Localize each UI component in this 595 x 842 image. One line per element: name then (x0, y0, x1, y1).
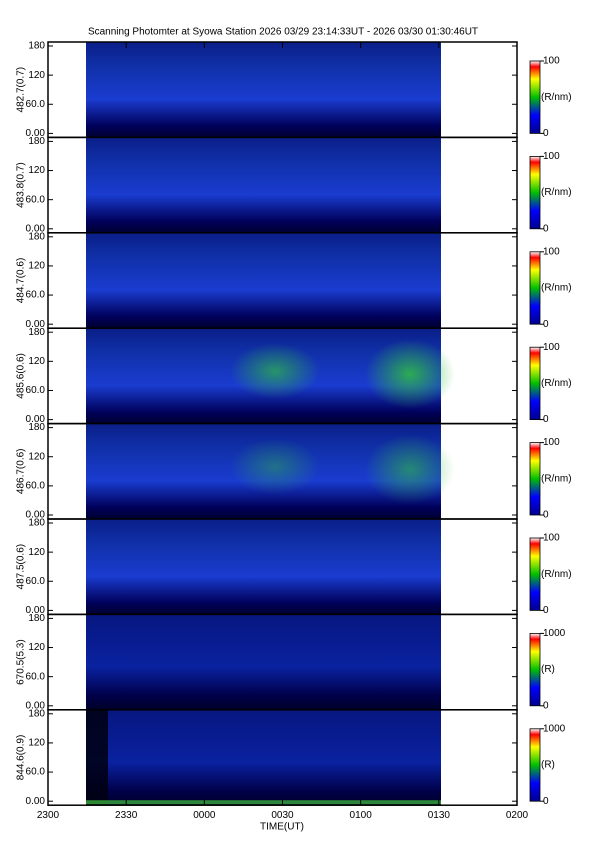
y-tick-label: 180 (28, 708, 45, 719)
y-tick-label: 180 (28, 422, 45, 433)
y-tick-label: 120 (28, 165, 45, 176)
heatmap-image (86, 709, 441, 806)
colorbar-tick-label: 0 (543, 414, 549, 425)
colorbar-label: (R/nm) (541, 569, 572, 580)
colorbar (529, 537, 541, 611)
heatmap-image (86, 519, 441, 615)
y-tick-label: 0.00 (26, 510, 46, 521)
colorbar (529, 633, 541, 707)
x-tick-label: 0000 (193, 810, 216, 821)
colorbar-label: (R/nm) (541, 187, 572, 198)
colorbar-tick-label: 1000 (543, 628, 566, 639)
y-axis-label: 482.7(0.7) (16, 67, 27, 113)
y-tick-label: 60.0 (26, 481, 46, 492)
y-tick-label: 0.00 (26, 128, 46, 139)
y-tick-label: 60.0 (26, 385, 46, 396)
colorbar-tick-label: 100 (543, 151, 560, 162)
heatmap-image (86, 232, 441, 329)
y-tick-label: 120 (28, 261, 45, 272)
y-tick-label: 60.0 (26, 99, 46, 110)
colorbar-tick-label: 100 (543, 246, 560, 257)
colorbar-tick-label: 0 (543, 796, 549, 807)
emission-patch (230, 343, 320, 400)
colorbar-tick-label: 0 (543, 605, 549, 616)
y-axis-label: 844.6(0.9) (16, 735, 27, 781)
colorbar-label: (R/nm) (541, 378, 572, 389)
heatmap-image (86, 137, 441, 233)
x-tick-label: 2330 (115, 810, 138, 821)
colorbar (529, 251, 541, 325)
x-tick-label: 2300 (37, 810, 60, 821)
colorbar-tick-label: 100 (543, 56, 560, 67)
y-axis-label: 483.8(0.7) (16, 162, 27, 208)
y-axis-label: 670.5(5.3) (16, 639, 27, 685)
y-tick-label: 180 (28, 41, 45, 52)
y-tick-label: 0.00 (26, 796, 46, 807)
y-tick-label: 120 (28, 547, 45, 558)
colorbar-tick-label: 0 (543, 510, 549, 521)
y-axis-label: 485.6(0.6) (16, 353, 27, 399)
heatmap-image (86, 42, 441, 138)
y-tick-label: 180 (28, 613, 45, 624)
emission-patch (230, 438, 320, 495)
y-tick-label: 60.0 (26, 767, 46, 778)
colorbar-tick-label: 1000 (543, 723, 566, 734)
y-tick-label: 60.0 (26, 194, 46, 205)
colorbar (529, 155, 541, 230)
colorbar (529, 346, 541, 421)
x-tick-label: 0130 (428, 810, 451, 821)
y-tick-label: 180 (28, 518, 45, 529)
y-tick-label: 180 (28, 136, 45, 147)
x-tick-label: 0100 (350, 810, 373, 821)
colorbar-label: (R/nm) (541, 473, 572, 484)
x-tick-label: 0030 (271, 810, 294, 821)
colorbar (529, 728, 541, 802)
x-axis-label: TIME(UT) (260, 822, 304, 833)
colorbar (529, 60, 541, 134)
colorbar-label: (R/nm) (541, 92, 572, 103)
y-tick-label: 120 (28, 356, 45, 367)
colorbar-tick-label: 0 (543, 128, 549, 139)
colorbar-tick-label: 0 (543, 223, 549, 234)
emission-patch (365, 434, 455, 505)
y-tick-label: 180 (28, 327, 45, 338)
y-tick-label: 0.00 (26, 414, 46, 425)
colorbar (529, 442, 541, 516)
y-tick-label: 0.00 (26, 223, 46, 234)
y-tick-label: 60.0 (26, 671, 46, 682)
heatmap-image (86, 614, 441, 710)
y-axis-label: 487.5(0.6) (16, 544, 27, 590)
x-tick-label: 0200 (506, 810, 529, 821)
dark-strip (86, 709, 108, 806)
y-tick-label: 180 (28, 231, 45, 242)
colorbar-label: (R/nm) (541, 283, 572, 294)
y-tick-label: 120 (28, 642, 45, 653)
y-tick-label: 120 (28, 738, 45, 749)
y-tick-label: 120 (28, 70, 45, 81)
colorbar-tick-label: 0 (543, 319, 549, 330)
y-tick-label: 0.00 (26, 700, 46, 711)
y-tick-label: 120 (28, 451, 45, 462)
y-tick-label: 60.0 (26, 290, 46, 301)
y-axis-label: 486.7(0.6) (16, 449, 27, 495)
y-tick-label: 0.00 (26, 605, 46, 616)
colorbar-tick-label: 100 (543, 437, 560, 448)
y-tick-label: 60.0 (26, 576, 46, 587)
y-tick-label: 0.00 (26, 319, 46, 330)
colorbar-label: (R) (541, 760, 555, 771)
emission-patch (365, 338, 455, 409)
colorbar-tick-label: 0 (543, 700, 549, 711)
colorbar-tick-label: 100 (543, 533, 560, 544)
horizon-strip (86, 800, 441, 805)
y-axis-label: 484.7(0.6) (16, 258, 27, 304)
colorbar-tick-label: 100 (543, 342, 560, 353)
colorbar-label: (R) (541, 664, 555, 675)
chart-title: Scanning Photomter at Syowa Station 2026… (88, 27, 478, 38)
